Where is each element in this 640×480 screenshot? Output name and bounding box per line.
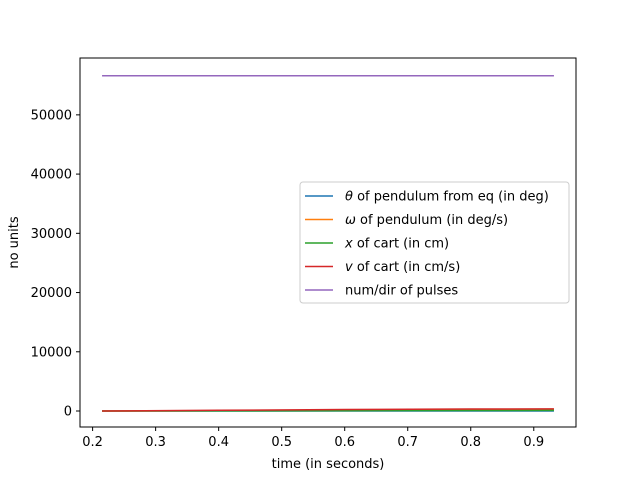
y-tick-label: 0 bbox=[64, 405, 72, 420]
legend-text: num/dir of pulses bbox=[345, 284, 458, 299]
y-tick-label: 40000 bbox=[31, 168, 72, 183]
legend-label-4: num/dir of pulses bbox=[345, 284, 458, 299]
x-axis-label: time (in seconds) bbox=[272, 457, 385, 472]
y-tick-label: 10000 bbox=[31, 345, 72, 360]
legend-symbol: θ bbox=[345, 190, 353, 205]
y-tick-label: 20000 bbox=[31, 286, 72, 301]
legend-symbol: x bbox=[344, 237, 353, 252]
x-axis-ticks: 0.2 0.3 0.4 0.5 0.6 0.7 0.8 0.9 bbox=[82, 427, 544, 450]
y-axis-ticks: 0 10000 20000 30000 40000 50000 bbox=[31, 108, 80, 420]
x-tick-label: 0.2 bbox=[82, 435, 103, 450]
x-tick-label: 0.3 bbox=[145, 435, 166, 450]
legend-box bbox=[299, 181, 570, 304]
y-tick-label: 50000 bbox=[31, 108, 72, 123]
x-tick-label: 0.6 bbox=[334, 435, 355, 450]
series-layer bbox=[102, 75, 554, 412]
legend-label-0: θ of pendulum from eq (in deg) bbox=[345, 190, 549, 205]
legend-text: of pendulum (in deg/s) bbox=[356, 213, 508, 228]
x-tick-label: 0.4 bbox=[208, 435, 229, 450]
series-line-3 bbox=[102, 408, 554, 412]
legend-text: of cart (in cm/s) bbox=[353, 260, 461, 275]
x-tick-label: 0.9 bbox=[523, 435, 544, 450]
legend: θ of pendulum from eq (in deg) ω of pendu… bbox=[299, 181, 570, 304]
legend-symbol: ω bbox=[345, 213, 356, 228]
legend-label-3: v of cart (in cm/s) bbox=[345, 260, 460, 275]
x-tick-label: 0.8 bbox=[460, 435, 481, 450]
y-axis-label: no units bbox=[7, 216, 22, 269]
legend-items: θ of pendulum from eq (in deg) ω of pendu… bbox=[305, 190, 549, 299]
x-tick-label: 0.5 bbox=[271, 435, 292, 450]
legend-symbol: v bbox=[345, 260, 353, 275]
axes-frame bbox=[79, 57, 577, 428]
legend-text: of pendulum from eq (in deg) bbox=[353, 190, 549, 205]
legend-label-1: ω of pendulum (in deg/s) bbox=[345, 213, 508, 228]
legend-label-2: x of cart (in cm) bbox=[344, 237, 449, 252]
legend-text: of cart (in cm) bbox=[353, 237, 449, 252]
x-tick-label: 0.7 bbox=[397, 435, 418, 450]
y-tick-label: 30000 bbox=[31, 227, 72, 242]
